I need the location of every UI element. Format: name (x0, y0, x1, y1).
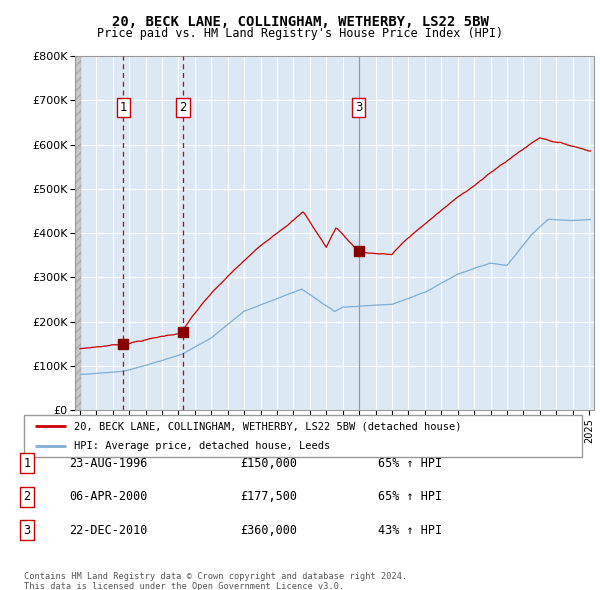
Text: £360,000: £360,000 (240, 524, 297, 537)
Text: HPI: Average price, detached house, Leeds: HPI: Average price, detached house, Leed… (74, 441, 331, 451)
Text: 3: 3 (23, 524, 31, 537)
Text: Contains HM Land Registry data © Crown copyright and database right 2024.: Contains HM Land Registry data © Crown c… (24, 572, 407, 581)
Text: 43% ↑ HPI: 43% ↑ HPI (378, 524, 442, 537)
Text: 2: 2 (23, 490, 31, 503)
Text: 23-AUG-1996: 23-AUG-1996 (69, 457, 148, 470)
Text: 65% ↑ HPI: 65% ↑ HPI (378, 490, 442, 503)
Text: This data is licensed under the Open Government Licence v3.0.: This data is licensed under the Open Gov… (24, 582, 344, 590)
Text: 1: 1 (119, 101, 127, 114)
Text: 2: 2 (179, 101, 187, 114)
Text: 20, BECK LANE, COLLINGHAM, WETHERBY, LS22 5BW (detached house): 20, BECK LANE, COLLINGHAM, WETHERBY, LS2… (74, 421, 462, 431)
Text: 20, BECK LANE, COLLINGHAM, WETHERBY, LS22 5BW: 20, BECK LANE, COLLINGHAM, WETHERBY, LS2… (112, 15, 488, 30)
Text: £150,000: £150,000 (240, 457, 297, 470)
Text: 1: 1 (23, 457, 31, 470)
Text: Price paid vs. HM Land Registry's House Price Index (HPI): Price paid vs. HM Land Registry's House … (97, 27, 503, 40)
Text: 22-DEC-2010: 22-DEC-2010 (69, 524, 148, 537)
Text: £177,500: £177,500 (240, 490, 297, 503)
Bar (75, 56, 81, 410)
FancyBboxPatch shape (24, 415, 582, 457)
Text: 3: 3 (355, 101, 362, 114)
Text: 06-APR-2000: 06-APR-2000 (69, 490, 148, 503)
Text: 65% ↑ HPI: 65% ↑ HPI (378, 457, 442, 470)
